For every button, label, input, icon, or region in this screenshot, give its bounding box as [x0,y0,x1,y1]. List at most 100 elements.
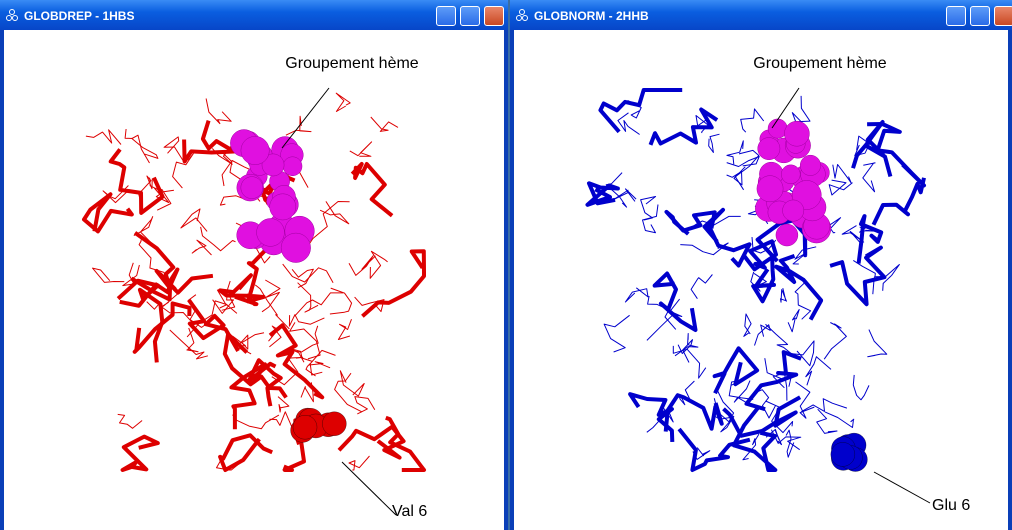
bond-chain [169,329,209,360]
bond-chain [743,313,752,337]
bond-chain [133,231,214,295]
bond-chain [677,427,751,472]
minimize-button[interactable] [946,6,966,26]
bond-chain [754,324,771,346]
bond-chain [712,346,760,395]
bond-chain [370,116,399,132]
bond-chain [642,204,659,234]
bond-chain [335,92,351,112]
bond-chain [348,255,376,276]
viewer: Groupement hème Val 6 [4,30,504,530]
bond-chain [369,250,388,279]
bond-chain [191,239,212,256]
bond-chain [385,415,426,472]
window-title: GLOBNORM - 2HHB [534,9,649,23]
bond-chain [308,349,336,369]
bond-chain [742,433,760,461]
bond-chain [146,301,195,326]
bond-chain [726,156,760,167]
bond-chain [319,201,350,225]
bond-chain [785,429,795,458]
bond-chain [291,268,314,289]
bond-chain [172,153,194,189]
bond-chain [122,262,140,287]
bond-chain [851,120,893,178]
minimize-button[interactable] [436,6,456,26]
window-title: GLOBDREP - 1HBS [24,9,135,23]
annotation: Groupement hème [753,55,887,72]
bond-chain [652,271,698,332]
bond-chain [750,271,767,292]
title-bar[interactable]: GLOBNORM - 2HHB [510,0,1012,30]
bond-chain [361,249,426,318]
bond-chain [742,239,778,272]
bond-chain [871,177,926,226]
bond-chain [787,309,800,333]
bond-chain [613,188,637,202]
atom [782,199,805,222]
atom [322,411,347,436]
bond-chain [852,374,870,401]
maximize-button[interactable] [460,6,480,26]
atom [775,223,799,247]
window: GLOBDREP - 1HBS Groupement hème Val 6 [0,0,508,530]
bond-chain [163,136,184,162]
bond-chain [765,323,793,355]
bond-chain [795,381,815,419]
bond-chain [268,325,282,348]
bond-chain [120,434,160,472]
bond-chain [648,107,719,146]
bond-chain [289,322,321,360]
annotation: Groupement hème [285,55,419,72]
bond-chain [108,148,165,215]
bond-chain [235,332,265,350]
bond-chain [774,254,824,321]
bond-chain [672,345,707,379]
bond-chain [131,137,159,159]
maximize-button[interactable] [970,6,990,26]
molecule-view: Groupement hème Glu 6 [585,55,970,514]
bond-chain [728,379,754,400]
bond-chain [334,372,363,413]
title-bar[interactable]: GLOBDREP - 1HBS [0,0,508,30]
bond-chain [680,242,729,256]
bond-chain [246,358,283,407]
bond-chain [585,181,620,207]
bond-chain [337,424,406,460]
bond-chain [119,267,180,308]
bond-chain [756,389,777,419]
close-button[interactable] [994,6,1012,26]
bond-chain [805,356,832,386]
bond-chain [305,363,323,377]
bond-chain [124,128,150,164]
bond-chain [674,333,699,357]
bond-chain [824,411,855,428]
bond-chain [780,287,788,303]
bond-chain [828,179,853,196]
bond-chain [832,164,852,184]
bond-chain [794,281,812,320]
atom [240,176,264,199]
bond-chain [85,129,122,145]
app-icon [516,9,528,21]
atom [781,164,801,184]
bond-chain [816,408,838,434]
bond-chain [751,254,776,304]
bond-chain [132,301,192,354]
bond-chain [186,327,199,353]
bond-chain [624,287,649,303]
bond-chain [348,455,370,471]
pointer-line [281,87,330,149]
atom [757,137,781,160]
close-button[interactable] [484,6,504,26]
bond-chain [744,350,802,412]
bond-chain [788,340,815,367]
bond-chain [102,185,130,204]
bond-chain [765,400,794,434]
bond-chain [282,263,334,283]
pointer-line [873,471,931,504]
atom [282,156,303,177]
annotation: Val 6 [392,503,427,520]
bond-chain [212,280,234,314]
bond-chain [289,348,313,363]
